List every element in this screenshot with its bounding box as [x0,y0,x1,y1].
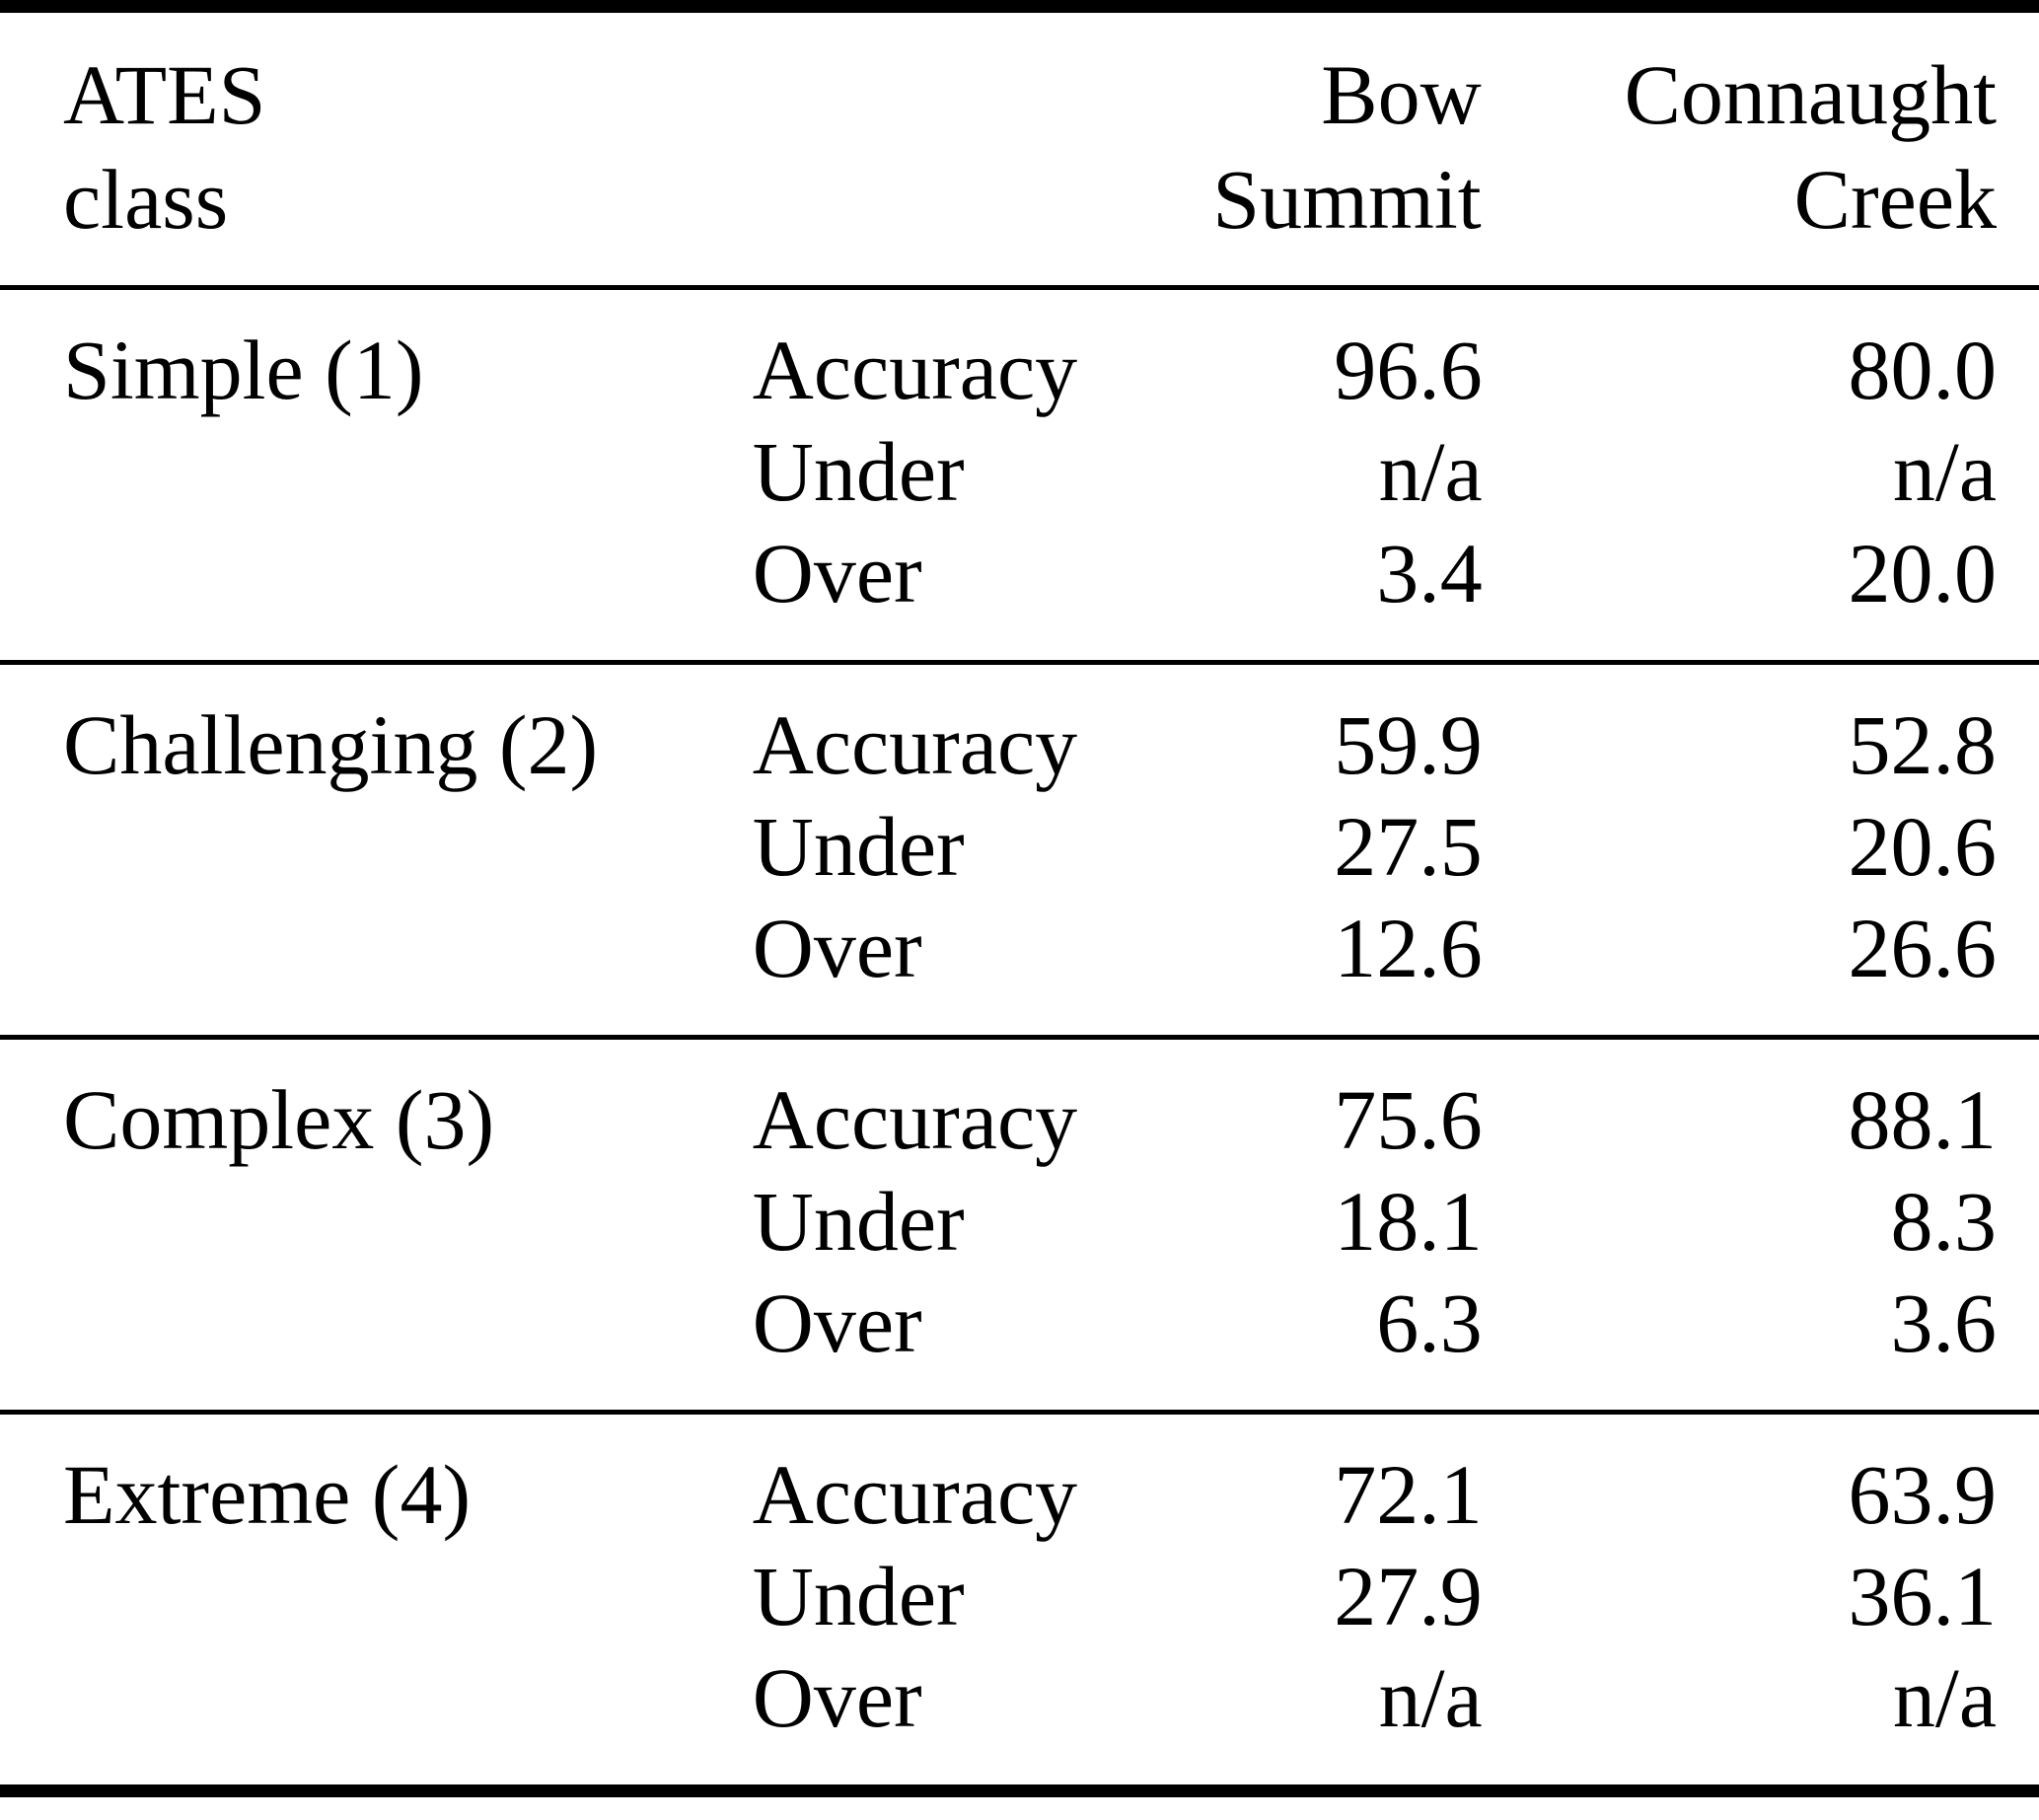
header-connaught-line2: Creek [1793,152,1997,247]
table-row: Over 6.3 3.6 [0,1273,2039,1413]
bow-summit-value: 59.9 [1334,697,1483,792]
table-row: Over 3.4 20.0 [0,523,2039,663]
group-complex: Complex (3) Accuracy 75.6 88.1 Under 18.… [0,1038,2039,1413]
header-connaught-line1: Connaught [1624,47,1997,142]
header-row: ATES class Bow Summit Connaught Creek [0,7,2039,288]
connaught-creek-value: 36.1 [1848,1549,1998,1643]
header-bow-line2: Summit [1212,152,1482,247]
bow-summit-value: 6.3 [1376,1275,1483,1370]
metric-label: Over [752,901,922,995]
metric-label: Accuracy [752,1072,1078,1167]
table-row: Under 18.1 8.3 [0,1171,2039,1273]
metric-label: Under [752,424,965,519]
header-bow-line1: Bow [1321,47,1482,142]
metric-label: Under [752,1174,965,1269]
connaught-creek-value: 3.6 [1890,1275,1998,1370]
header-ates-line2: class [63,152,229,247]
header-bow-summit: Bow Summit [1099,7,1483,288]
table-row: Under n/a n/a [0,421,2039,523]
ates-class-label: Complex (3) [63,1072,495,1167]
bow-summit-value: 3.4 [1376,526,1483,620]
metric-label: Over [752,526,922,620]
bow-summit-value: 75.6 [1334,1072,1483,1167]
bow-summit-value: 72.1 [1334,1447,1483,1542]
metric-label: Accuracy [752,323,1078,417]
table-row: Over n/a n/a [0,1647,2039,1791]
connaught-creek-value: 88.1 [1848,1072,1998,1167]
metric-label: Over [752,1275,922,1370]
group-simple: Simple (1) Accuracy 96.6 80.0 Under n/a … [0,288,2039,663]
ates-class-label: Extreme (4) [63,1447,472,1542]
header-connaught-creek: Connaught Creek [1483,7,2039,288]
bow-summit-value: 96.6 [1334,323,1483,417]
header-ates-class: ATES class [0,7,753,288]
bow-summit-value: n/a [1378,424,1483,519]
ates-class-label: Challenging (2) [63,697,599,792]
metric-label: Under [752,799,965,894]
connaught-creek-value: n/a [1892,1650,1997,1745]
bow-summit-value: 12.6 [1334,901,1483,995]
metric-label: Accuracy [752,1447,1078,1542]
header-metric-spacer [753,7,1099,288]
connaught-creek-value: 63.9 [1848,1447,1998,1542]
table-row: Complex (3) Accuracy 75.6 88.1 [0,1038,2039,1172]
table-row: Under 27.5 20.6 [0,796,2039,898]
group-extreme: Extreme (4) Accuracy 72.1 63.9 Under 27.… [0,1413,2039,1791]
connaught-creek-value: 26.6 [1848,901,1998,995]
bow-summit-value: n/a [1378,1650,1483,1745]
bow-summit-value: 18.1 [1334,1174,1483,1269]
group-challenging: Challenging (2) Accuracy 59.9 52.8 Under… [0,663,2039,1038]
table-row: Over 12.6 26.6 [0,898,2039,1038]
table-row: Challenging (2) Accuracy 59.9 52.8 [0,663,2039,797]
connaught-creek-value: 20.0 [1848,526,1998,620]
table-row: Simple (1) Accuracy 96.6 80.0 [0,288,2039,422]
connaught-creek-value: 8.3 [1890,1174,1998,1269]
connaught-creek-value: 52.8 [1848,697,1998,792]
ates-class-label: Simple (1) [63,323,424,417]
connaught-creek-value: 80.0 [1848,323,1998,417]
metric-label: Under [752,1549,965,1643]
table-row: Under 27.9 36.1 [0,1546,2039,1647]
bow-summit-value: 27.5 [1334,799,1483,894]
table-header: ATES class Bow Summit Connaught Creek [0,7,2039,288]
metric-label: Accuracy [752,697,1078,792]
bow-summit-value: 27.9 [1334,1549,1483,1643]
metric-label: Over [752,1650,922,1745]
connaught-creek-value: n/a [1892,424,1997,519]
connaught-creek-value: 20.6 [1848,799,1998,894]
header-ates-line1: ATES [63,47,266,142]
table-row: Extreme (4) Accuracy 72.1 63.9 [0,1413,2039,1547]
